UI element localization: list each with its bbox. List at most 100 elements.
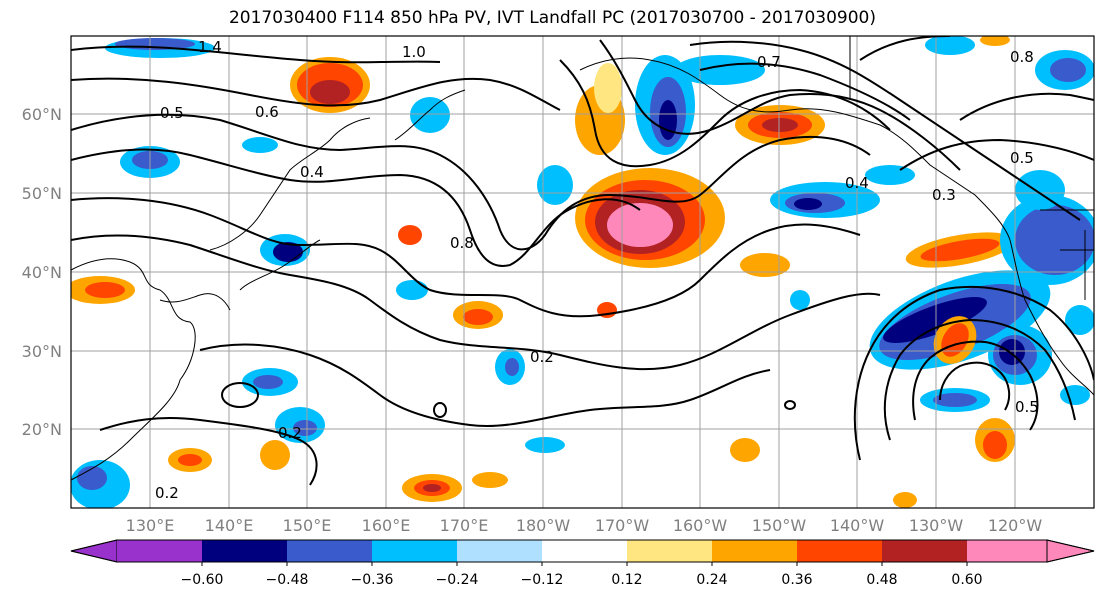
- fill-blob: [659, 100, 677, 140]
- colorbar-label: −0.12: [521, 572, 564, 588]
- fill-blob: [933, 393, 977, 407]
- lon-label: 150°W: [752, 516, 807, 535]
- fill-blob: [1015, 205, 1094, 275]
- colorbar-segment: [202, 540, 287, 562]
- contour-label: 0.3: [932, 186, 956, 204]
- contour-label: 0.4: [300, 163, 324, 181]
- contour-label: 1.4: [198, 38, 222, 56]
- contour-label: 1.0: [402, 43, 426, 61]
- colorbar-label: −0.48: [266, 572, 309, 588]
- lat-label-30: 30°N: [22, 342, 62, 361]
- fill-blob: [396, 280, 428, 300]
- fill-blob: [883, 297, 987, 343]
- contour-label: 0.2: [530, 348, 554, 366]
- colorbar-label: −0.60: [181, 572, 224, 588]
- lon-label: 160°W: [673, 516, 728, 535]
- fill-blob: [607, 203, 673, 247]
- fill-blob: [893, 492, 917, 508]
- fill-blob: [1015, 170, 1065, 210]
- fill-blob: [920, 238, 1000, 262]
- colorbar-label: 0.60: [951, 572, 982, 588]
- fill-blob: [594, 63, 622, 113]
- fill-blob: [1050, 58, 1086, 82]
- colorbar-segment: [457, 540, 542, 562]
- fill-blob: [505, 358, 519, 376]
- contour-label: 0.2: [155, 484, 179, 502]
- colorbar: −0.60 −0.48 −0.36 −0.24 −0.12 0.12 0.24 …: [70, 539, 1095, 588]
- fill-blob: [260, 440, 290, 470]
- lon-label: 150°E: [283, 516, 332, 535]
- contour-label: 0.8: [1010, 48, 1034, 66]
- contour-label: 0.5: [1010, 149, 1034, 167]
- colorbar-label: 0.36: [781, 572, 812, 588]
- fill-blob: [423, 484, 441, 492]
- fill-blob: [253, 375, 283, 389]
- fill-blob: [1060, 385, 1090, 405]
- colorbar-label: 0.12: [611, 572, 642, 588]
- coastlines: [71, 36, 1094, 481]
- map-border: [70, 35, 1095, 509]
- colorbar-extend-high: [1046, 539, 1095, 563]
- lat-label-40: 40°N: [22, 263, 62, 282]
- colorbar-extend-low: [70, 539, 118, 563]
- fill-blob: [980, 36, 1010, 46]
- contour-label: 0.8: [450, 234, 474, 252]
- colorbar-segment: [542, 540, 627, 562]
- contour-label: 0.5: [160, 104, 184, 122]
- contour-label: 0.7: [757, 53, 781, 71]
- fill-blob: [77, 466, 107, 490]
- colorbar-segment: [117, 540, 202, 562]
- colorbar-label: −0.36: [351, 572, 394, 588]
- fill-blob: [762, 118, 798, 132]
- fill-blob: [1065, 305, 1094, 335]
- colorbar-ticks: [201, 562, 968, 566]
- contour-label: 0.6: [255, 103, 279, 121]
- contour-label: 0.4: [845, 174, 869, 192]
- map-content: 1.4 1.0 0.7 0.8 0.6 0.4 0.5 0.3 0.8 0.4 …: [71, 36, 1094, 508]
- colorbar-segment: [967, 540, 1047, 562]
- lat-label-20: 20°N: [22, 420, 62, 439]
- fill-blob: [178, 454, 202, 466]
- fill-blob: [410, 97, 450, 133]
- lon-label: 140°W: [830, 516, 885, 535]
- fill-blob: [242, 137, 278, 153]
- fill-blob: [398, 225, 422, 245]
- lon-label: 120°W: [988, 516, 1043, 535]
- fill-blob: [310, 80, 350, 104]
- fill-blob: [925, 36, 975, 55]
- lon-label: 130°E: [126, 516, 175, 535]
- fill-blob: [794, 198, 822, 210]
- lat-label-60: 60°N: [22, 105, 62, 124]
- contour-lines: [71, 36, 1094, 486]
- fill-blob: [293, 420, 317, 436]
- contour-label-group: 1.4 1.0 0.7 0.8 0.6 0.4 0.5 0.3 0.8 0.4 …: [155, 38, 1039, 502]
- fill-blob: [790, 290, 810, 310]
- lon-label: 180°W: [516, 516, 571, 535]
- colorbar-segment: [797, 540, 882, 562]
- lon-label: 160°E: [362, 516, 411, 535]
- contour-label: 0.2: [278, 424, 302, 442]
- fill-blob: [537, 165, 573, 205]
- lat-label-50: 50°N: [22, 184, 62, 203]
- fill-blob: [865, 165, 915, 185]
- fill-blob: [463, 309, 493, 325]
- fill-blob: [85, 282, 125, 298]
- colorbar-label: −0.24: [436, 572, 479, 588]
- colorbar-outline: [70, 539, 1095, 563]
- colorbar-segment: [712, 540, 797, 562]
- fill-blob: [740, 253, 790, 277]
- gridlines: [71, 36, 1094, 508]
- colorbar-label: 0.24: [696, 572, 727, 588]
- fill-blob: [472, 472, 508, 488]
- fill-blob: [730, 438, 760, 462]
- colorbar-segment: [627, 540, 712, 562]
- colorbar-segment: [287, 540, 372, 562]
- colorbar-segment: [882, 540, 967, 562]
- lon-label: 140°E: [205, 516, 254, 535]
- lon-label: 130°W: [909, 516, 964, 535]
- fill-blob: [675, 55, 765, 85]
- contour-label: 0.5: [1015, 398, 1039, 416]
- longitude-labels: 130°E 140°E 150°E 160°E 170°E 180°W 170°…: [126, 516, 1043, 535]
- fill-blob: [983, 431, 1007, 459]
